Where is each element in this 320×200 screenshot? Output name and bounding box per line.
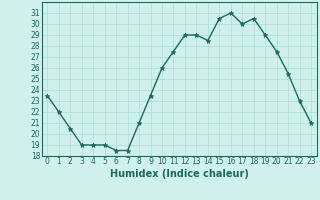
X-axis label: Humidex (Indice chaleur): Humidex (Indice chaleur) (110, 169, 249, 179)
